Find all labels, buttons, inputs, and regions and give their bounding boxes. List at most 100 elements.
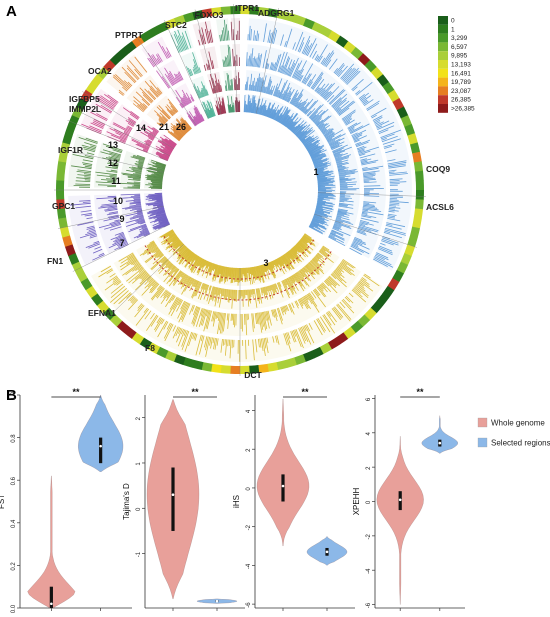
legend-label: 6,597 [451,44,468,51]
gene-label: OCA2 [88,66,112,76]
legend-label: 3,299 [451,35,468,42]
y-tick-label: -2 [366,534,372,540]
density-segment [56,208,67,219]
density-segment [311,346,324,359]
density-segment [404,244,415,257]
chromosome-label: 3 [263,258,268,268]
gene-label: IGF1R [58,145,83,155]
y-tick-label: -1 [136,551,142,557]
density-segment [276,360,288,371]
density-segment [80,89,93,102]
violin-plots: 0.0 0.2 0.4 0.6 0.8 1.0 FST ** -1 0 1 2 Tajima's D **… [0,387,465,613]
track-bars [243,94,336,235]
y-tick-label: 0.8 [11,434,17,443]
density-segment [109,314,123,327]
density-segment [59,226,70,238]
violin-whole-genome [376,436,424,605]
density-segment [174,14,186,26]
density-segment [370,300,383,314]
y-tick-label: 0.0 [11,604,17,613]
density-segment [76,97,88,111]
density-segment [103,307,116,321]
track-bars [159,229,316,286]
y-tick-label: 0 [366,500,372,504]
density-segment [400,253,412,266]
density-segment [357,53,371,66]
density-segment [220,6,232,15]
density-segment [409,226,420,238]
density-segment [364,59,377,73]
y-tick-label: 4 [366,431,372,435]
density-segment [148,25,161,38]
density-segment [410,142,421,154]
significance-label: ** [72,387,80,397]
legend-swatch [438,77,448,87]
violin-chart: 0.0 0.2 0.4 0.6 0.8 1.0 FST ** [0,387,132,613]
track-bars [167,117,192,142]
gene-spoke [82,91,174,149]
legend-swatch [438,95,448,104]
y-tick-label: 0.6 [11,476,17,485]
density-segment [123,326,137,339]
track-bars [219,19,230,42]
density-segment [413,161,424,172]
density-segment [396,106,409,119]
density-segment [248,365,260,374]
track-bars [98,265,380,362]
track-background [247,18,412,271]
gene-label: EFNA1 [88,308,116,318]
gene-spoke [194,9,222,115]
density-segment [311,21,324,34]
gene-spoke [58,205,164,229]
density-segment [85,81,98,95]
density-segment [116,320,130,333]
track-bars [227,95,235,113]
track-background [230,18,240,41]
density-segment [124,40,137,54]
y-tick-label: 2 [136,416,142,420]
legend-swatch [438,51,448,60]
density-segment [319,342,332,355]
density-segment [97,66,110,80]
track-bars [224,72,234,92]
gene-label: COQ9 [426,164,450,174]
median-point [281,484,285,488]
median-point [325,550,329,554]
chromosome-label: 7 [119,238,124,248]
track-bars [201,100,216,119]
density-segment [276,10,288,21]
panel-b-letter: B [6,387,17,404]
density-segment [56,198,65,210]
median-point [438,441,442,445]
y-tick-label: 0.2 [11,562,17,571]
density-segment [109,53,123,66]
track-bars [156,67,184,89]
density-segment [131,332,145,345]
density-segment [103,59,116,73]
y-tick-label: -2 [246,524,252,530]
density-segment [415,190,424,200]
legend-swatch [438,86,448,96]
density-segment [62,132,73,145]
density-segment [392,269,404,283]
y-tick-label: 2 [366,466,372,470]
legend-swatch [477,417,488,428]
violin-chart: -6 -4 -2 0 2 4 iHS ** [232,387,355,611]
density-segment [285,12,298,23]
density-segment [192,9,204,20]
gene-spoke [72,108,171,157]
legend-label: Whole genome [491,419,545,428]
legend-swatch [477,437,488,448]
density-segment [335,332,349,345]
density-segment [62,235,73,247]
density-segment [85,285,98,299]
gene-label: FN1 [47,256,63,266]
gene-label: DCT [244,370,262,380]
density-segment [335,35,349,48]
density-segment [116,46,130,60]
y-tick-label: 6 [366,397,372,401]
density-segment [210,363,222,373]
